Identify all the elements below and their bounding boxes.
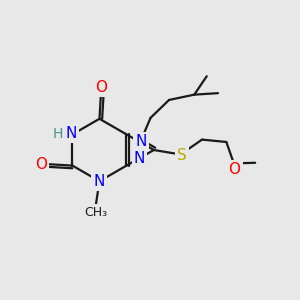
- Text: O: O: [228, 162, 240, 177]
- Text: O: O: [34, 157, 46, 172]
- Text: N: N: [93, 174, 105, 189]
- Text: CH₃: CH₃: [84, 206, 107, 219]
- Text: O: O: [95, 80, 107, 95]
- Text: H: H: [52, 127, 63, 141]
- Text: N: N: [134, 151, 145, 166]
- Text: S: S: [177, 148, 187, 163]
- Text: N: N: [135, 134, 146, 149]
- Text: N: N: [66, 126, 77, 141]
